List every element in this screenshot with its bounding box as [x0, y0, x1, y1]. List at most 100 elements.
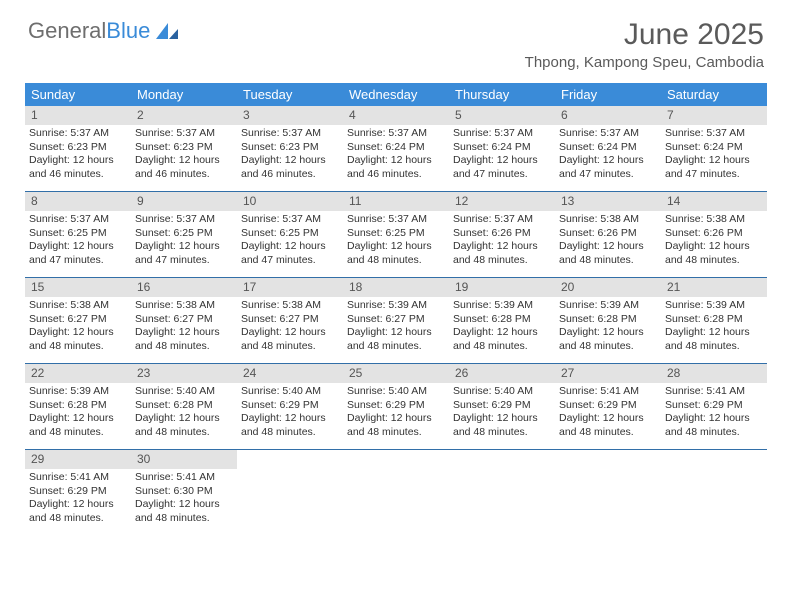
daylight-text: Daylight: 12 hours and 48 minutes. [135, 498, 233, 525]
sunset-text: Sunset: 6:28 PM [559, 313, 657, 326]
weekday-header: Sunday Monday Tuesday Wednesday Thursday… [25, 83, 767, 106]
sunset-text: Sunset: 6:23 PM [29, 141, 127, 154]
day-cell: 12Sunrise: 5:37 AMSunset: 6:26 PMDayligh… [449, 192, 555, 277]
day-number: 1 [25, 106, 131, 125]
week-row: 15Sunrise: 5:38 AMSunset: 6:27 PMDayligh… [25, 278, 767, 364]
day-number: 19 [449, 278, 555, 297]
logo-text-2: Blue [106, 18, 150, 44]
day-number: 16 [131, 278, 237, 297]
day-body: Sunrise: 5:37 AMSunset: 6:24 PMDaylight:… [449, 125, 555, 185]
sunset-text: Sunset: 6:28 PM [29, 399, 127, 412]
sunset-text: Sunset: 6:24 PM [453, 141, 551, 154]
sunrise-text: Sunrise: 5:40 AM [453, 385, 551, 398]
day-body: Sunrise: 5:38 AMSunset: 6:27 PMDaylight:… [237, 297, 343, 357]
sunrise-text: Sunrise: 5:41 AM [135, 471, 233, 484]
day-cell: 14Sunrise: 5:38 AMSunset: 6:26 PMDayligh… [661, 192, 767, 277]
day-cell: 5Sunrise: 5:37 AMSunset: 6:24 PMDaylight… [449, 106, 555, 191]
day-cell: 1Sunrise: 5:37 AMSunset: 6:23 PMDaylight… [25, 106, 131, 191]
day-cell [661, 450, 767, 535]
day-cell: 26Sunrise: 5:40 AMSunset: 6:29 PMDayligh… [449, 364, 555, 449]
daylight-text: Daylight: 12 hours and 48 minutes. [347, 240, 445, 267]
day-number [449, 450, 555, 454]
day-cell: 4 Sunrise: 5:37 AMSunset: 6:24 PMDaylight… [343, 106, 449, 191]
day-body: Sunrise: 5:38 AMSunset: 6:26 PMDaylight:… [661, 211, 767, 271]
weekday-label: Wednesday [343, 83, 449, 106]
sunset-text: Sunset: 6:29 PM [241, 399, 339, 412]
day-body: Sunrise: 5:39 AMSunset: 6:28 PMDaylight:… [555, 297, 661, 357]
page-subtitle: Thpong, Kampong Speu, Cambodia [525, 54, 764, 71]
sunset-text: Sunset: 6:26 PM [453, 227, 551, 240]
day-body: Sunrise: 5:37 AMSunset: 6:23 PMDaylight:… [237, 125, 343, 185]
page-title: June 2025 [525, 18, 764, 52]
day-body: Sunrise: 5:41 AMSunset: 6:29 PMDaylight:… [555, 383, 661, 443]
daylight-text: Daylight: 12 hours and 48 minutes. [559, 326, 657, 353]
sunrise-text: Sunrise: 5:37 AM [453, 213, 551, 226]
day-cell: 15Sunrise: 5:38 AMSunset: 6:27 PMDayligh… [25, 278, 131, 363]
sunrise-text: Sunrise: 5:37 AM [135, 127, 233, 140]
day-cell [237, 450, 343, 535]
day-body: Sunrise: 5:39 AMSunset: 6:28 PMDaylight:… [25, 383, 131, 443]
day-number: 13 [555, 192, 661, 211]
day-number: 9 [131, 192, 237, 211]
day-number: 23 [131, 364, 237, 383]
day-number: 7 [661, 106, 767, 125]
day-cell: 19Sunrise: 5:39 AMSunset: 6:28 PMDayligh… [449, 278, 555, 363]
week-row: 22Sunrise: 5:39 AMSunset: 6:28 PMDayligh… [25, 364, 767, 450]
week-row: 29Sunrise: 5:41 AMSunset: 6:29 PMDayligh… [25, 450, 767, 535]
day-body: Sunrise: 5:37 AMSunset: 6:25 PMDaylight:… [25, 211, 131, 271]
sunrise-text: Sunrise: 5:37 AM [29, 213, 127, 226]
sunrise-text: Sunrise: 5:41 AM [29, 471, 127, 484]
sunset-text: Sunset: 6:29 PM [665, 399, 763, 412]
sunrise-text: Sunrise: 5:39 AM [559, 299, 657, 312]
day-cell: 9Sunrise: 5:37 AMSunset: 6:25 PMDaylight… [131, 192, 237, 277]
daylight-text: Daylight: 12 hours and 46 minutes. [347, 154, 445, 181]
day-cell: 20Sunrise: 5:39 AMSunset: 6:28 PMDayligh… [555, 278, 661, 363]
day-cell: 16Sunrise: 5:38 AMSunset: 6:27 PMDayligh… [131, 278, 237, 363]
day-body: Sunrise: 5:40 AMSunset: 6:29 PMDaylight:… [237, 383, 343, 443]
sunrise-text: Sunrise: 5:37 AM [559, 127, 657, 140]
day-body: Sunrise: 5:41 AMSunset: 6:29 PMDaylight:… [25, 469, 131, 529]
day-cell: 6Sunrise: 5:37 AMSunset: 6:24 PMDaylight… [555, 106, 661, 191]
sunrise-text: Sunrise: 5:38 AM [135, 299, 233, 312]
day-number: 28 [661, 364, 767, 383]
weekday-label: Saturday [661, 83, 767, 106]
sunset-text: Sunset: 6:24 PM [347, 141, 445, 154]
day-number: 17 [237, 278, 343, 297]
sunset-text: Sunset: 6:25 PM [241, 227, 339, 240]
daylight-text: Daylight: 12 hours and 48 minutes. [241, 412, 339, 439]
day-body: Sunrise: 5:37 AMSunset: 6:25 PMDaylight:… [343, 211, 449, 271]
sail-icon [154, 21, 180, 41]
sunrise-text: Sunrise: 5:37 AM [347, 213, 445, 226]
day-cell: 17Sunrise: 5:38 AMSunset: 6:27 PMDayligh… [237, 278, 343, 363]
day-body: Sunrise: 5:39 AMSunset: 6:28 PMDaylight:… [661, 297, 767, 357]
sunrise-text: Sunrise: 5:38 AM [241, 299, 339, 312]
sunset-text: Sunset: 6:26 PM [559, 227, 657, 240]
day-cell: 3Sunrise: 5:37 AMSunset: 6:23 PMDaylight… [237, 106, 343, 191]
sunrise-text: Sunrise: 5:40 AM [241, 385, 339, 398]
day-number: 12 [449, 192, 555, 211]
sunrise-text: Sunrise: 5:37 AM [29, 127, 127, 140]
daylight-text: Daylight: 12 hours and 46 minutes. [241, 154, 339, 181]
day-cell: 11Sunrise: 5:37 AMSunset: 6:25 PMDayligh… [343, 192, 449, 277]
day-cell: 21Sunrise: 5:39 AMSunset: 6:28 PMDayligh… [661, 278, 767, 363]
day-cell [343, 450, 449, 535]
day-body: Sunrise: 5:37 AMSunset: 6:24 PMDaylight:… [661, 125, 767, 185]
day-cell: 24Sunrise: 5:40 AMSunset: 6:29 PMDayligh… [237, 364, 343, 449]
sunset-text: Sunset: 6:30 PM [135, 485, 233, 498]
daylight-text: Daylight: 12 hours and 48 minutes. [665, 412, 763, 439]
day-cell: 22Sunrise: 5:39 AMSunset: 6:28 PMDayligh… [25, 364, 131, 449]
sunrise-text: Sunrise: 5:37 AM [347, 127, 445, 140]
sunrise-text: Sunrise: 5:41 AM [559, 385, 657, 398]
logo: GeneralBlue [28, 18, 180, 44]
sunset-text: Sunset: 6:23 PM [135, 141, 233, 154]
sunset-text: Sunset: 6:27 PM [347, 313, 445, 326]
sunrise-text: Sunrise: 5:37 AM [241, 127, 339, 140]
day-number: 4 [343, 106, 449, 125]
sunset-text: Sunset: 6:29 PM [29, 485, 127, 498]
day-number: 26 [449, 364, 555, 383]
sunset-text: Sunset: 6:25 PM [135, 227, 233, 240]
day-number: 20 [555, 278, 661, 297]
day-cell: 28 Sunrise: 5:41 AMSunset: 6:29 PMDayligh… [661, 364, 767, 449]
sunrise-text: Sunrise: 5:41 AM [665, 385, 763, 398]
day-number: 30 [131, 450, 237, 469]
